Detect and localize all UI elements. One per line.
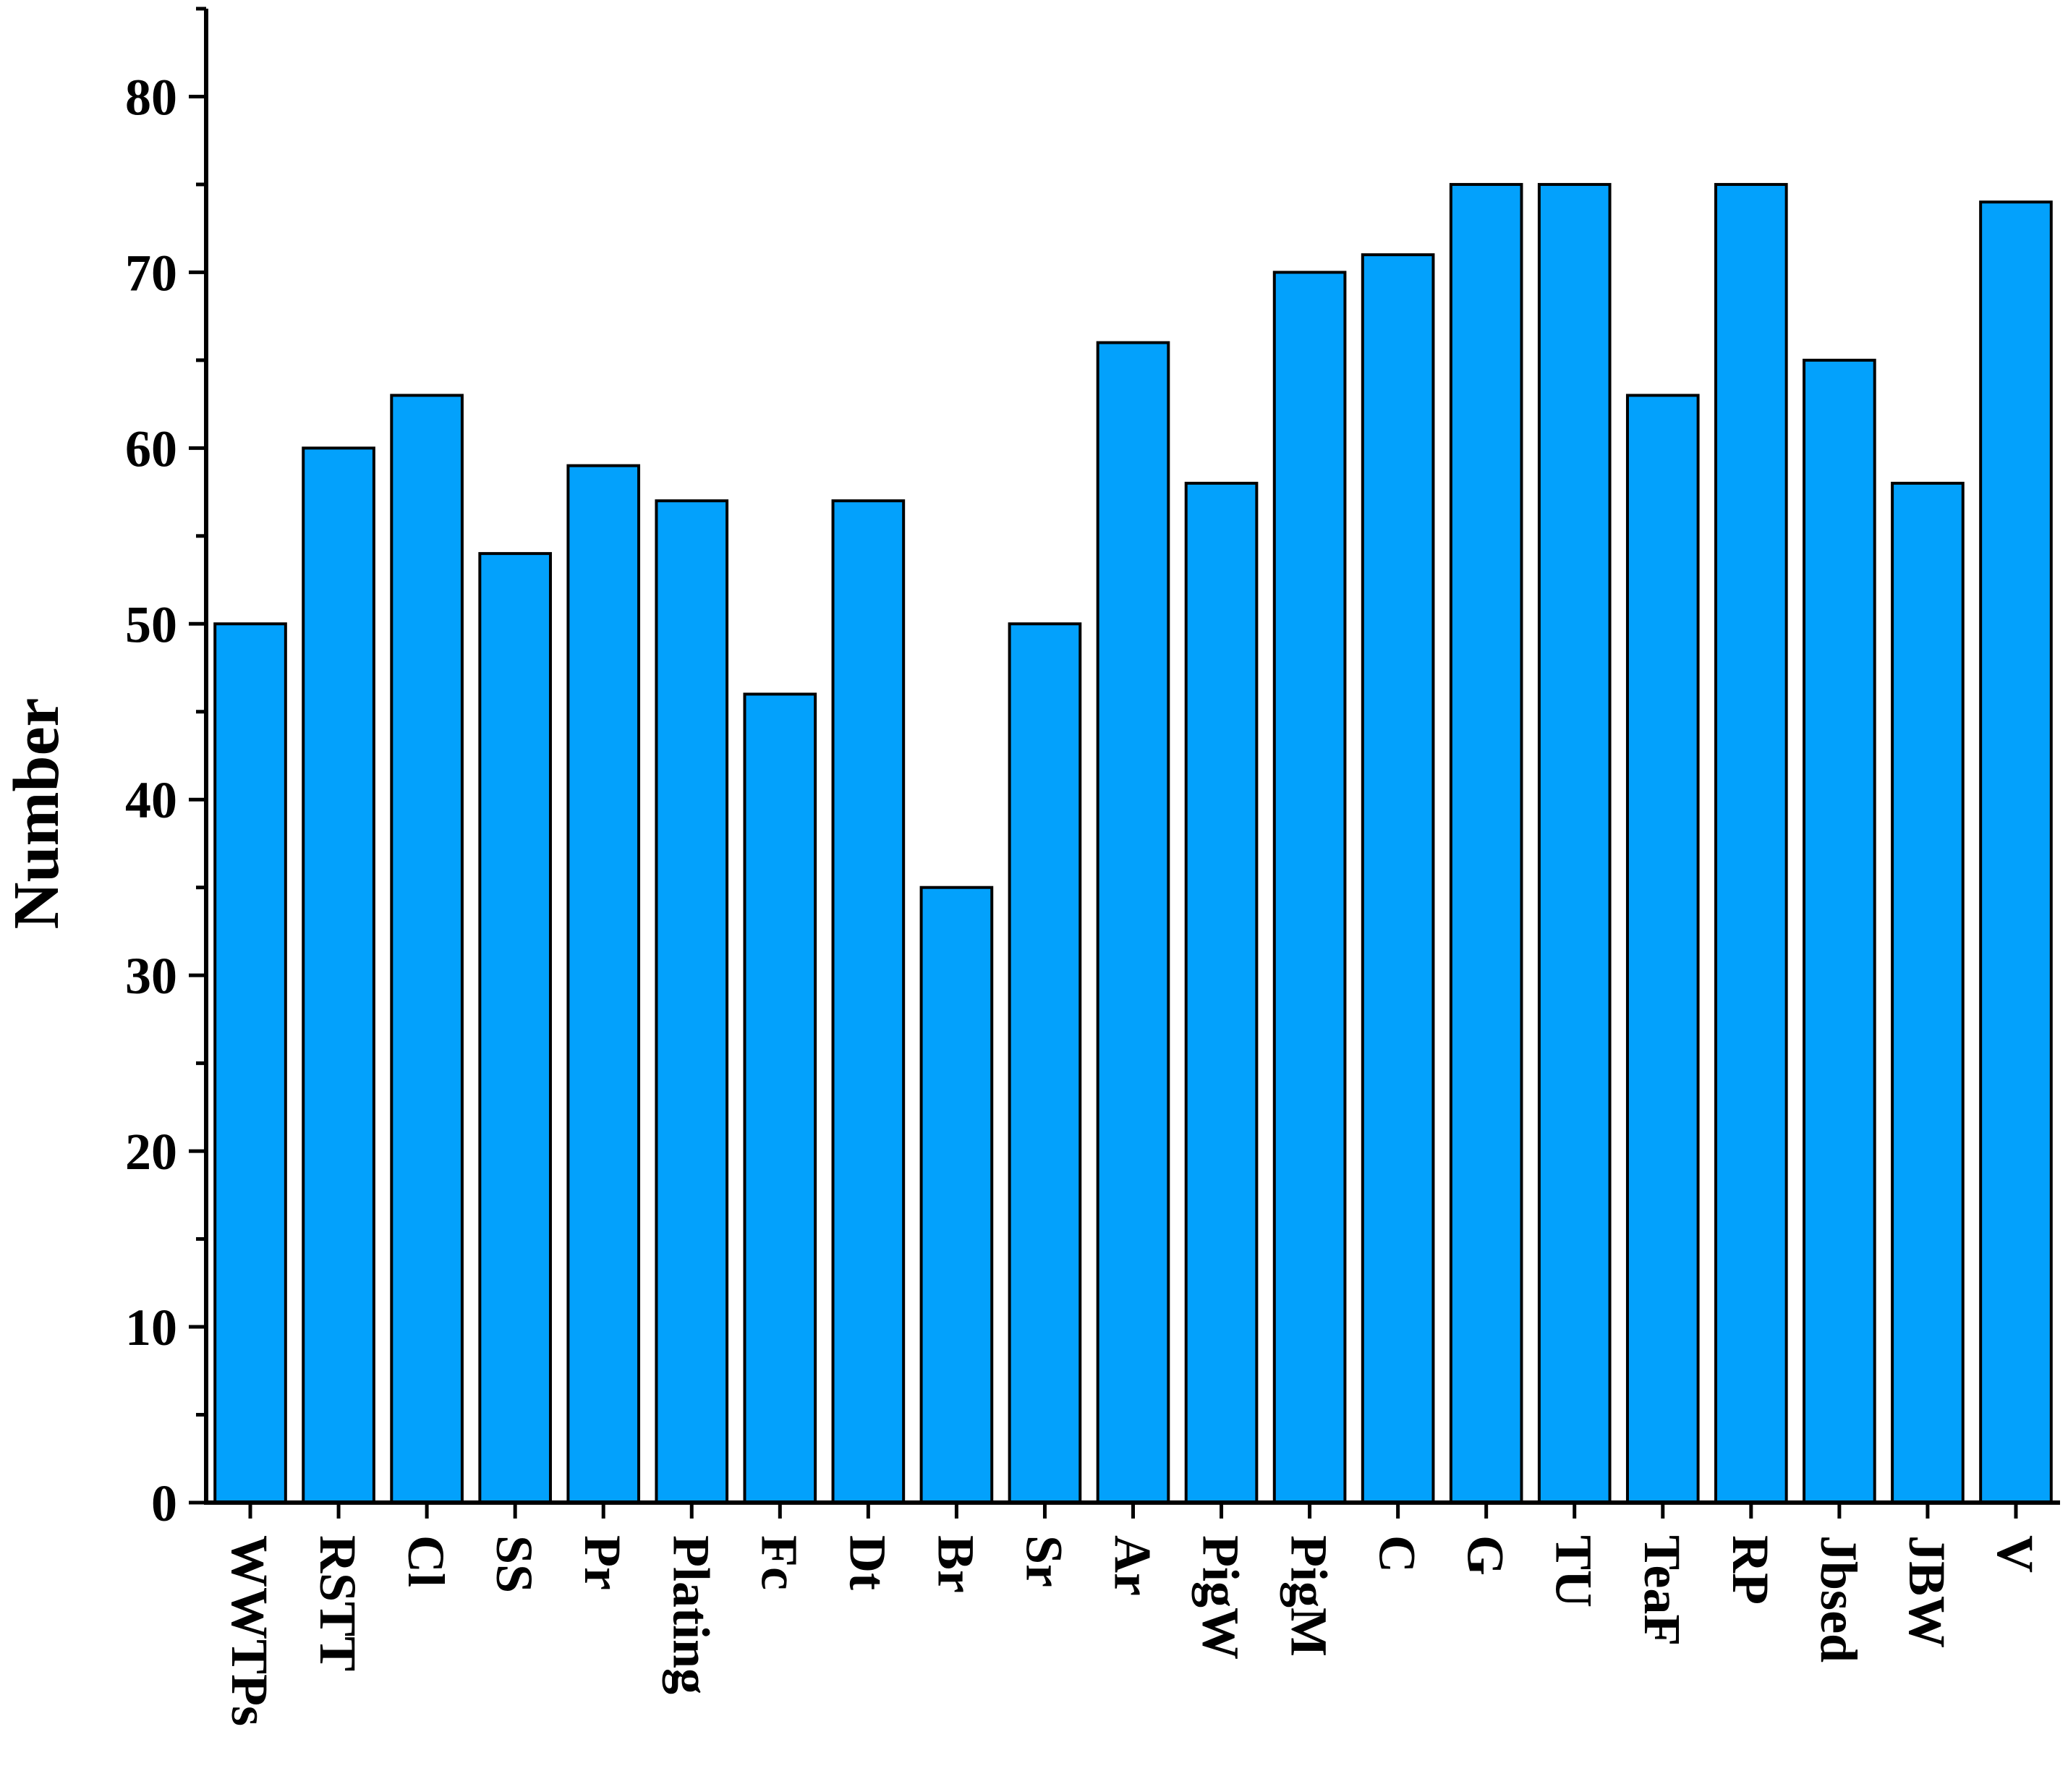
y-tick-label: 60: [125, 420, 177, 477]
y-tick-label: 70: [125, 244, 177, 302]
bar-sr: [1008, 622, 1082, 1505]
bar-jbw: [1891, 481, 1965, 1504]
bar-fc: [743, 692, 817, 1504]
x-tick-label: Cl: [397, 1535, 455, 1587]
bar-pigm: [1272, 271, 1347, 1505]
x-tick-label: PigW: [1192, 1535, 1250, 1660]
x-tick-label: WWTPs: [221, 1535, 278, 1726]
x-tick-label: Sr: [1015, 1535, 1073, 1587]
x-tick-label: Dt: [838, 1535, 896, 1590]
bar-cl: [390, 394, 464, 1504]
y-axis-title: Number: [1, 698, 72, 930]
x-tick-label: TU: [1545, 1535, 1603, 1608]
x-tick-label: C: [1369, 1535, 1426, 1573]
bar-wwtps: [213, 622, 287, 1505]
bar-jbsed: [1803, 358, 1876, 1505]
bar-ss: [478, 552, 552, 1504]
bar-teaf: [1625, 394, 1700, 1504]
y-tick-label: 80: [125, 68, 177, 126]
bars-layer: [213, 182, 2053, 1505]
x-tick-label: Jbsed: [1810, 1535, 1868, 1663]
y-axis-ticks: 0 10 20 30 40 50 60 70 80: [125, 7, 206, 1532]
y-tick-label: 0: [151, 1474, 177, 1532]
bar-ar: [1096, 341, 1170, 1504]
bar-pr: [566, 464, 641, 1504]
y-tick-label: 20: [125, 1123, 177, 1181]
y-tick-label: 10: [125, 1299, 177, 1356]
x-tick-label: V: [1986, 1535, 2044, 1573]
x-tick-label: Fc: [750, 1535, 808, 1590]
bar-pigw: [1184, 481, 1259, 1504]
x-tick-label: JBW: [1898, 1535, 1956, 1648]
x-axis-ticks: WWTPs RSTT Cl SS Pr Plating Fc Dt Br Sr Ar PigW PigM…: [221, 1503, 2044, 1726]
x-tick-label: TeaF: [1633, 1535, 1691, 1646]
bar-br: [919, 886, 994, 1505]
x-tick-label: SS: [485, 1535, 543, 1593]
bar-dt: [831, 499, 906, 1504]
bar-plating: [655, 499, 729, 1504]
y-tick-label: 30: [125, 947, 177, 1005]
x-tick-label: RSTT: [309, 1535, 367, 1671]
x-tick-label: Plating: [662, 1535, 720, 1694]
bar-rp: [1714, 182, 1788, 1505]
x-tick-label: Pr: [574, 1535, 631, 1590]
bar-rstt: [302, 446, 375, 1505]
x-tick-label: RP: [1722, 1535, 1779, 1605]
y-tick-label: 50: [125, 595, 177, 653]
y-tick-label: 40: [125, 771, 177, 829]
x-tick-label: Br: [927, 1535, 984, 1593]
bar-g: [1449, 182, 1523, 1505]
bar-v: [1979, 200, 2053, 1504]
x-tick-label: G: [1457, 1535, 1515, 1576]
bar-c: [1361, 253, 1435, 1504]
bar-tu: [1537, 182, 1612, 1505]
x-tick-label: PigM: [1280, 1535, 1338, 1657]
x-tick-label: Ar: [1104, 1535, 1162, 1596]
